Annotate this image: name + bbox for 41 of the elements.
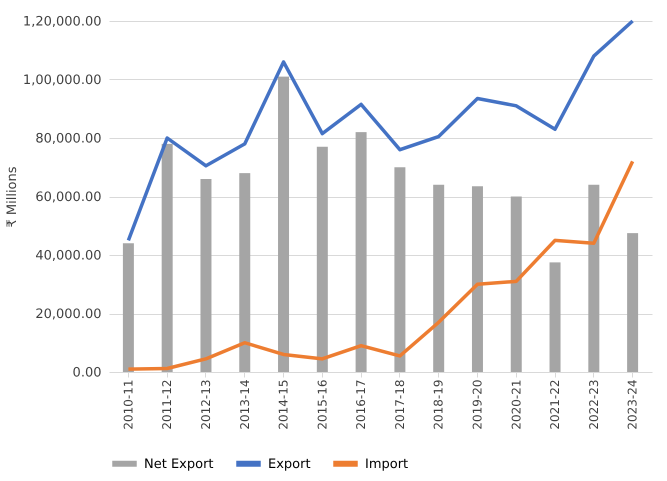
x-tick-label: 2023-24	[626, 380, 640, 430]
bar	[122, 243, 134, 372]
bar	[433, 184, 444, 372]
bar	[239, 173, 250, 372]
line-series	[126, 160, 634, 371]
x-tick-label: 2015-16	[315, 380, 330, 430]
y-tick-label: 0.00	[72, 366, 102, 380]
y-tick-label: 20,000.00	[35, 307, 102, 322]
y-tick-label: 80,000.00	[35, 132, 102, 146]
bar	[394, 167, 406, 372]
bar	[588, 184, 600, 372]
legend-label: Net Export	[144, 456, 214, 472]
bar	[200, 178, 212, 372]
x-tick-label: 2011-12	[160, 380, 174, 430]
bar	[550, 262, 561, 372]
x-tick-label: 2018-19	[432, 380, 446, 430]
y-tick-label: 40,000.00	[35, 248, 102, 264]
x-tick-label: 2013-14	[238, 380, 252, 430]
bar	[627, 233, 638, 372]
bar	[316, 146, 328, 372]
x-tick-label: 2012-13	[198, 380, 213, 430]
x-tick-label: 2021-22	[548, 380, 562, 430]
x-tick-label: 2016-17	[354, 380, 368, 430]
x-tick-label: 2019-20	[470, 380, 484, 430]
y-tick-label: 1,20,000.00	[22, 14, 102, 30]
x-tick-label: 2014-15	[276, 380, 291, 430]
x-tick-label: 2022-23	[586, 380, 601, 430]
x-tick-label: 2020-21	[509, 380, 524, 430]
y-tick-label: 1,00,000.00	[22, 73, 102, 88]
x-tick-label: 2010-11	[121, 380, 136, 430]
bar	[356, 132, 367, 372]
line-series	[126, 19, 634, 242]
y-axis-title: ₹ Millions	[4, 166, 20, 228]
legend-label: Import	[365, 456, 408, 472]
bar	[472, 186, 483, 372]
x-tick-label: 2017-18	[392, 380, 407, 430]
bar	[278, 76, 290, 372]
legend-label: Export	[268, 456, 311, 472]
bar	[510, 196, 522, 372]
bar	[162, 144, 173, 372]
y-tick-label: 60,000.00	[35, 190, 102, 205]
